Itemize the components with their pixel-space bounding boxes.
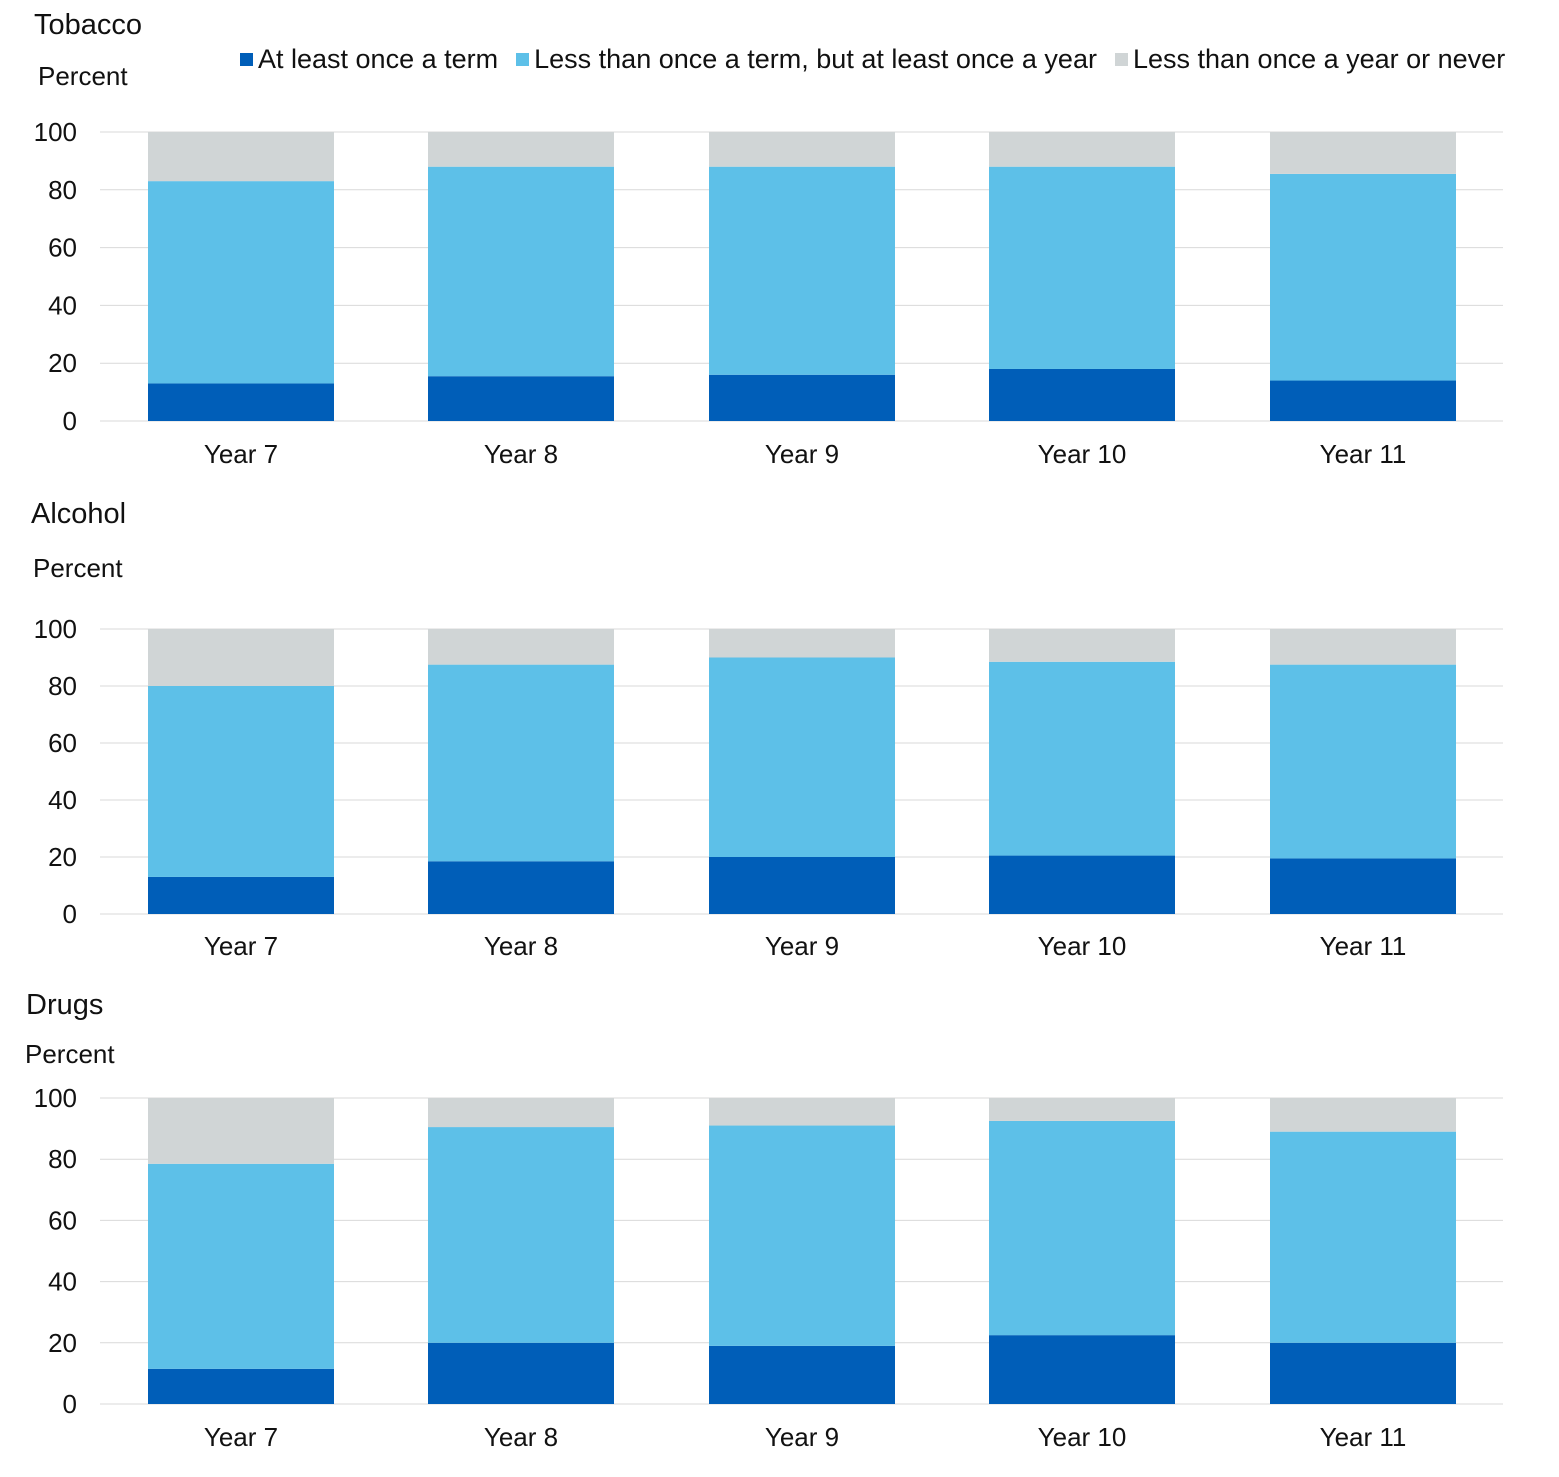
bar-segment [989, 1335, 1175, 1404]
bar-segment [989, 132, 1175, 167]
bar-segment [428, 1342, 614, 1404]
bar-segment [148, 1163, 334, 1369]
legend-label: Less than once a year or never [1132, 44, 1506, 74]
bar-segment [709, 857, 895, 914]
bar-segment [428, 132, 614, 167]
legend-swatch [1114, 53, 1128, 66]
chart-title: Alcohol [31, 498, 126, 530]
y-tick-label: 40 [48, 1267, 77, 1297]
x-tick-label: Year 8 [484, 439, 558, 469]
x-tick-label: Year 10 [1038, 1422, 1127, 1452]
y-tick-label: 60 [48, 728, 77, 758]
x-tick-label: Year 9 [765, 1422, 839, 1452]
bar-segment [428, 1098, 614, 1128]
y-tick-label: 20 [48, 842, 77, 872]
legend-label: Less than once a term, but at least once… [534, 44, 1097, 74]
bar-segment [148, 686, 334, 877]
y-tick-label: 0 [63, 1389, 77, 1419]
legend-label: At least once a term [258, 44, 499, 74]
x-tick-label: Year 10 [1038, 439, 1127, 469]
chart-title: Tobacco [34, 9, 142, 41]
bar-segment [428, 1127, 614, 1343]
chart-title: Drugs [26, 989, 103, 1021]
legend-swatch [240, 53, 253, 66]
y-tick-label: 60 [48, 1205, 77, 1235]
y-tick-label: 0 [63, 406, 77, 436]
y-tick-label: 100 [34, 614, 77, 644]
y-tick-label: 80 [48, 175, 77, 205]
bar-segment [1270, 858, 1456, 914]
x-tick-label: Year 10 [1038, 931, 1127, 961]
x-tick-label: Year 8 [484, 931, 558, 961]
bar-segment [989, 1098, 1175, 1121]
y-axis-label: Percent [25, 1039, 115, 1069]
legend-item-at-least-once-a-term: At least once a term [240, 44, 498, 75]
y-tick-label: 60 [48, 233, 77, 263]
x-tick-label: Year 11 [1320, 931, 1407, 961]
bar-segment [1270, 132, 1456, 174]
y-axis-label: Percent [38, 61, 128, 91]
bar-segment [709, 1098, 895, 1126]
x-tick-label: Year 7 [204, 1422, 278, 1452]
bar-segment [1270, 380, 1456, 421]
bar-segment [1270, 1098, 1456, 1132]
bar-segment [989, 661, 1175, 856]
bar-segment [709, 166, 895, 375]
x-tick-label: Year 11 [1320, 1422, 1407, 1452]
bar-segment [428, 166, 614, 377]
y-tick-label: 100 [34, 1083, 77, 1113]
bar-segment [709, 1125, 895, 1346]
y-tick-label: 80 [48, 1144, 77, 1174]
bar-segment [709, 132, 895, 167]
bar-segment [428, 376, 614, 421]
bar-segment [428, 629, 614, 665]
bar-segment [989, 166, 1175, 369]
bar-segment [709, 1345, 895, 1404]
bar-segment [709, 629, 895, 658]
x-tick-label: Year 9 [765, 931, 839, 961]
y-tick-label: 100 [34, 117, 77, 147]
bar-segment [989, 1120, 1175, 1336]
bar-segment [1270, 173, 1456, 381]
y-tick-label: 80 [48, 671, 77, 701]
y-tick-label: 20 [48, 1328, 77, 1358]
bar-segment [428, 664, 614, 862]
bar-segment [1270, 1131, 1456, 1343]
bar-segment [148, 132, 334, 182]
bar-segment [1270, 664, 1456, 859]
y-tick-label: 40 [48, 785, 77, 815]
x-tick-label: Year 7 [204, 439, 278, 469]
y-axis-label: Percent [33, 553, 123, 583]
bar-segment [148, 181, 334, 384]
bar-segment [1270, 1342, 1456, 1404]
legend-item-less-than-once-a-year: Less than once a year or never [1114, 44, 1506, 75]
x-tick-label: Year 9 [765, 439, 839, 469]
x-tick-label: Year 7 [204, 931, 278, 961]
legend-item-less-than-once-a-term: Less than once a term, but at least once… [516, 44, 1097, 75]
legend-swatch [516, 53, 530, 66]
bar-segment [148, 876, 334, 914]
y-tick-label: 20 [48, 348, 77, 378]
bar-segment [428, 861, 614, 914]
bar-segment [709, 657, 895, 857]
bar-segment [1270, 629, 1456, 665]
bar-segment [148, 629, 334, 686]
x-tick-label: Year 11 [1320, 439, 1407, 469]
bar-segment [989, 368, 1175, 421]
y-tick-label: 0 [63, 899, 77, 929]
bar-segment [148, 1098, 334, 1164]
bar-segment [989, 855, 1175, 914]
bar-segment [148, 383, 334, 421]
bar-segment [989, 629, 1175, 662]
bar-segment [148, 1368, 334, 1404]
y-tick-label: 40 [48, 290, 77, 320]
x-tick-label: Year 8 [484, 1422, 558, 1452]
legend: At least once a term Less than once a te… [240, 44, 1505, 75]
bar-segment [709, 374, 895, 421]
